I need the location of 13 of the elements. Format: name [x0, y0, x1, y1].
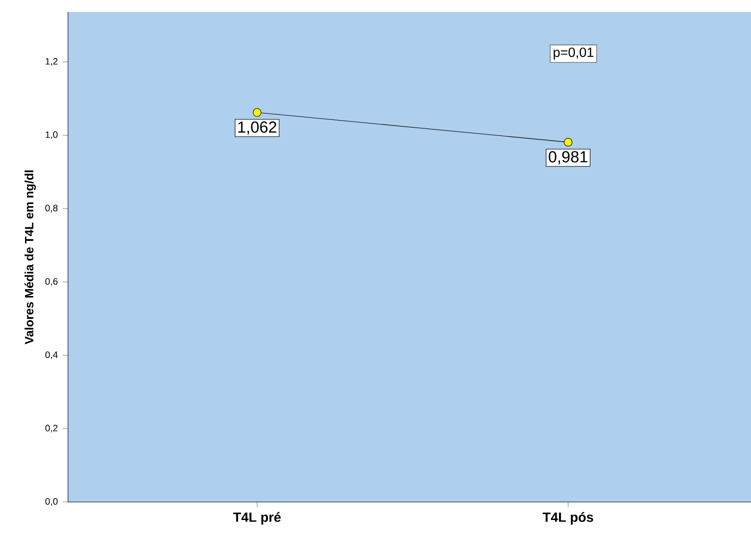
data-label: 0,981: [548, 151, 588, 164]
annotation: p=0,01: [554, 48, 594, 60]
y-tick-label: 0,4: [45, 351, 58, 360]
y-tick-label: 1,0: [46, 131, 58, 140]
y-tick-label: 0,6: [45, 278, 58, 286]
y-tick-label: 0,0: [45, 498, 58, 506]
y-axis-title: Valores Média de T4L em ng/dl: [24, 170, 36, 344]
x-tick-label: T4L pré: [233, 512, 281, 525]
y-tick-label: 0,2: [45, 424, 58, 432]
y-tick-label: 0,8: [45, 204, 58, 212]
data-label: 1,062: [238, 121, 276, 135]
x-tick-label: T4L pós: [542, 512, 594, 525]
y-tick-label: 1,2: [46, 58, 58, 66]
